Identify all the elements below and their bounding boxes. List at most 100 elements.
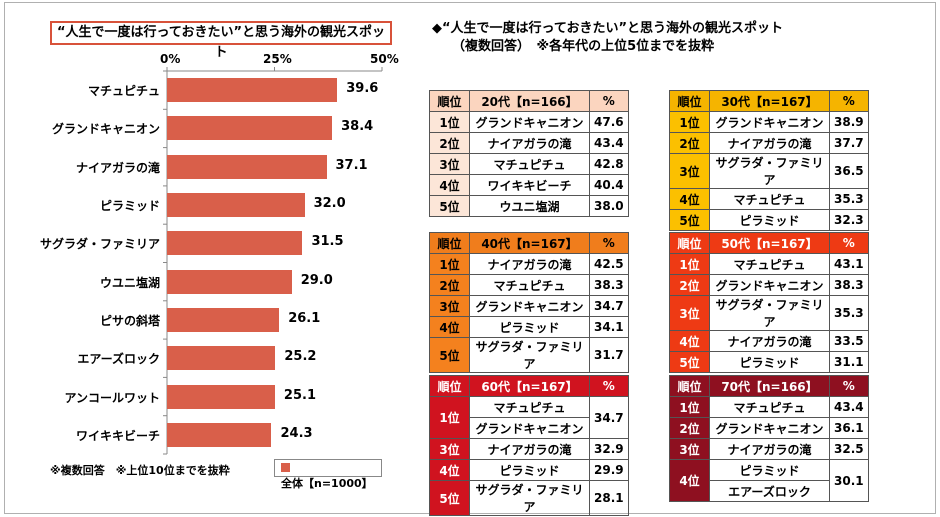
percent-cell: 47.6 bbox=[589, 111, 629, 133]
bar-value-label: 29.0 bbox=[300, 272, 333, 288]
spot-name-cell: サグラダ・ファミリア bbox=[469, 337, 590, 373]
spot-name-cell: ピラミッド bbox=[469, 316, 590, 338]
percent-cell: 43.4 bbox=[829, 396, 869, 418]
table-row: 2位 マチュピチュ 38.3 bbox=[429, 274, 629, 296]
bar-value-label: 38.4 bbox=[341, 119, 374, 135]
spot-name-cell: エアーズロック bbox=[709, 480, 830, 502]
spot-name-cell: ナイアガラの滝 bbox=[709, 438, 830, 460]
rank-cell: 1位 bbox=[669, 396, 710, 418]
percent-cell: 32.9 bbox=[589, 438, 629, 460]
rank-cell: 4位 bbox=[429, 174, 470, 196]
table-row: 3位 グランドキャニオン 34.7 bbox=[429, 295, 629, 317]
percent-cell: 42.8 bbox=[589, 153, 629, 175]
percent-header: % bbox=[589, 375, 629, 397]
percent-cell: 34.1 bbox=[589, 316, 629, 338]
table-row: 5位 サグラダ・ファミリア 28.1 bbox=[429, 480, 629, 516]
rank-cell: 2位 bbox=[669, 274, 710, 296]
percent-cell: 40.4 bbox=[589, 174, 629, 196]
table-row: 5位 サグラダ・ファミリア 31.7 bbox=[429, 337, 629, 373]
rank-header: 順位 bbox=[429, 232, 470, 254]
rank-cell: 3位 bbox=[669, 295, 710, 331]
age-group-header: 70代【n=166】 bbox=[709, 375, 830, 397]
spot-name-cell: マチュピチュ bbox=[709, 253, 830, 275]
percent-cell: 35.3 bbox=[829, 188, 869, 210]
age-group-header: 50代【n=167】 bbox=[709, 232, 830, 254]
spot-name-cell: グランドキャニオン bbox=[709, 274, 830, 296]
table-row: 2位 ナイアガラの滝 43.4 bbox=[429, 132, 629, 154]
rank-cell: 2位 bbox=[429, 274, 470, 296]
table-row: 1位 マチュピチュ 43.4 bbox=[669, 396, 869, 418]
bar-value-label: 25.2 bbox=[284, 349, 317, 365]
spot-name-cell: ピラミッド bbox=[469, 459, 590, 481]
legend-swatch bbox=[281, 463, 290, 472]
table-row: 4位 ピラミッド 34.1 bbox=[429, 316, 629, 338]
spot-name-cell: グランドキャニオン bbox=[709, 417, 830, 439]
rank-cell: 3位 bbox=[429, 153, 470, 175]
spot-name-cell: グランドキャニオン bbox=[709, 111, 830, 133]
percent-cell: 33.5 bbox=[829, 330, 869, 352]
percent-cell: 38.3 bbox=[829, 274, 869, 296]
percent-cell: 35.3 bbox=[829, 295, 869, 331]
x-tick-25: 25% bbox=[263, 52, 292, 66]
rank-cell: 1位 bbox=[429, 111, 470, 133]
rank-cell: 4位 bbox=[669, 188, 710, 210]
rank-cell: 4位 bbox=[429, 316, 470, 338]
percent-cell: 31.1 bbox=[829, 351, 869, 373]
rank-cell: 4位 bbox=[669, 330, 710, 352]
spot-name-cell: マチュピチュ bbox=[469, 274, 590, 296]
percent-header: % bbox=[829, 90, 869, 112]
percent-cell: 37.7 bbox=[829, 132, 869, 154]
percent-cell: 34.7 bbox=[589, 295, 629, 317]
spot-name-cell: ナイアガラの滝 bbox=[709, 330, 830, 352]
table-header-row: 順位 20代【n=166】% bbox=[429, 90, 629, 112]
table-header-row: 順位 30代【n=167】% bbox=[669, 90, 869, 112]
category-label: ナイアガラの滝 bbox=[75, 160, 160, 175]
chart-legend: 全体【n=1000】 bbox=[274, 459, 382, 490]
bar bbox=[167, 231, 303, 256]
table-row: グランドキャニオン bbox=[430, 417, 629, 439]
rank-cell: 3位 bbox=[429, 438, 470, 460]
table-header-row: 順位 50代【n=167】% bbox=[669, 232, 869, 254]
spot-name-cell: ピラミッド bbox=[709, 459, 830, 481]
rank-header: 順位 bbox=[669, 232, 710, 254]
bar bbox=[167, 422, 272, 447]
spot-name-cell: ナイアガラの滝 bbox=[469, 132, 590, 154]
table-row: 2位 グランドキャニオン 38.3 bbox=[669, 274, 869, 296]
table-row: 4位 マチュピチュ 35.3 bbox=[669, 188, 869, 210]
percent-cell: 43.1 bbox=[829, 253, 869, 275]
spot-name-cell: ワイキキビーチ bbox=[469, 174, 590, 196]
percent-cell: 36.5 bbox=[829, 153, 869, 189]
bar bbox=[167, 78, 338, 103]
age-group-header: 60代【n=167】 bbox=[469, 375, 590, 397]
percent-header: % bbox=[829, 375, 869, 397]
spot-name-cell: ナイアガラの滝 bbox=[469, 438, 590, 460]
table-row: 4位 ワイキキビーチ 40.4 bbox=[429, 174, 629, 196]
bar bbox=[167, 384, 275, 409]
rank-cell: 1位 bbox=[669, 111, 710, 133]
spot-name-cell: サグラダ・ファミリア bbox=[469, 480, 590, 516]
percent-cell: 32.5 bbox=[829, 438, 869, 460]
percent-cell: 30.1 bbox=[829, 459, 869, 502]
bar-value-label: 39.6 bbox=[346, 81, 379, 97]
category-label: アンコールワット bbox=[64, 390, 160, 405]
spot-name-cell: グランドキャニオン bbox=[469, 417, 590, 439]
category-label: グランドキャニオン bbox=[51, 122, 160, 137]
percent-cell: 36.1 bbox=[829, 417, 869, 439]
rank-cell: 2位 bbox=[429, 132, 470, 154]
bar bbox=[167, 193, 305, 218]
spot-name-cell: マチュピチュ bbox=[709, 396, 830, 418]
ranking-table-70s: 順位 70代【n=166】% 1位 マチュピチュ 43.4 2位 グランドキャニオン 36.1… bbox=[669, 375, 869, 502]
rank-cell: 1位 bbox=[669, 253, 710, 275]
rank-cell: 3位 bbox=[669, 438, 710, 460]
spot-name-cell: グランドキャニオン bbox=[469, 295, 590, 317]
table-header-row: 順位 60代【n=167】% bbox=[429, 375, 629, 397]
spot-name-cell: ナイアガラの滝 bbox=[469, 253, 590, 275]
rank-header: 順位 bbox=[669, 90, 710, 112]
table-row: 3位 サグラダ・ファミリア 36.5 bbox=[669, 153, 869, 189]
table-row: 2位 ナイアガラの滝 37.7 bbox=[669, 132, 869, 154]
rank-cell: 4位 bbox=[429, 459, 470, 481]
rank-cell: 5位 bbox=[669, 351, 710, 373]
rank-cell: 5位 bbox=[429, 337, 470, 373]
spot-name-cell: ピラミッド bbox=[709, 351, 830, 373]
percent-cell: 31.7 bbox=[589, 337, 629, 373]
